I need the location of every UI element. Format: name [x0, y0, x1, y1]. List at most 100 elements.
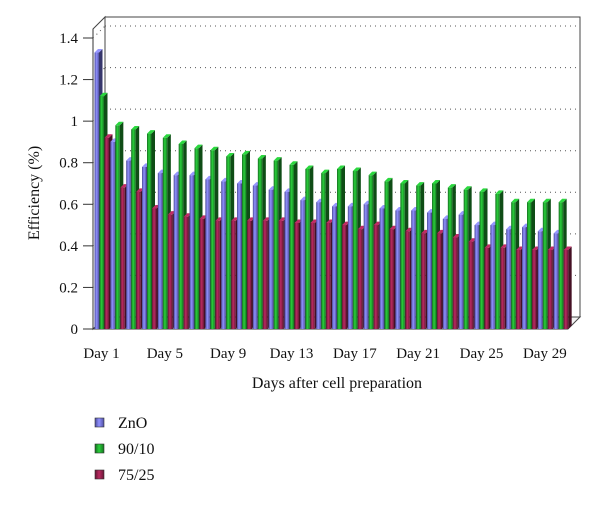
- bar-front: [310, 222, 315, 329]
- bar-top: [400, 180, 409, 184]
- bar-front: [152, 208, 157, 329]
- bar-front: [532, 250, 537, 329]
- bar-front: [347, 206, 353, 329]
- bar-front: [131, 129, 136, 329]
- bar-front: [352, 171, 358, 329]
- bar-top: [147, 130, 155, 134]
- bar-top: [511, 198, 520, 203]
- bar-front: [522, 227, 527, 329]
- bar-top: [226, 152, 235, 157]
- legend-item: ZnO: [94, 415, 147, 432]
- bar-top: [447, 184, 456, 188]
- bar-front: [553, 233, 559, 329]
- x-tick-labels: Day 1 Day 5 Day 9 Day 13 Day 17 Day 21 Day 25 D…: [83, 346, 566, 362]
- bar-top: [210, 146, 219, 151]
- bar-front: [115, 125, 120, 329]
- bar-front: [395, 210, 400, 329]
- bar-front: [231, 220, 236, 329]
- bar-top: [242, 150, 250, 155]
- bar-top: [99, 92, 108, 97]
- bar-top: [527, 198, 535, 203]
- bar-front: [262, 220, 268, 329]
- bar-front: [542, 202, 548, 329]
- x-tick-label: Day 13: [270, 346, 314, 362]
- bar-front: [452, 237, 458, 329]
- bar-top: [352, 167, 361, 172]
- bar-front: [321, 173, 326, 329]
- bar-front: [558, 202, 564, 329]
- legend-item: 75/25: [94, 467, 154, 484]
- bar-front: [189, 175, 194, 329]
- x-axis-title: Days after cell preparation: [252, 375, 422, 392]
- bar-front: [500, 247, 505, 329]
- bar-front: [305, 168, 310, 329]
- bar-front: [157, 173, 163, 329]
- bar-front: [194, 148, 199, 329]
- bar-top: [558, 198, 567, 203]
- x-tick-label: Day 1: [83, 346, 119, 362]
- bar-front: [511, 202, 516, 329]
- bar-front: [278, 220, 284, 329]
- bar-top: [305, 165, 314, 169]
- bar-front: [252, 185, 258, 329]
- bar-front: [437, 233, 442, 329]
- bar-front: [537, 231, 543, 329]
- bar-front: [474, 225, 479, 329]
- bar-front: [173, 175, 179, 329]
- bar-front: [379, 208, 384, 329]
- bar-front: [167, 214, 173, 329]
- bar-top: [273, 157, 282, 161]
- bar-front: [527, 202, 532, 329]
- bar-front: [458, 214, 464, 329]
- bar-front: [247, 220, 252, 329]
- bar-front: [294, 222, 299, 329]
- bar-front: [516, 250, 521, 329]
- bar-front: [400, 183, 405, 329]
- bar-front: [300, 200, 305, 329]
- bar-front: [447, 187, 453, 329]
- bars: [94, 49, 572, 330]
- x-tick-label: Day 17: [333, 346, 377, 362]
- bar-front: [199, 218, 204, 329]
- bar-front: [373, 225, 379, 329]
- bar-front: [215, 220, 220, 329]
- bar-front: [142, 166, 147, 329]
- legend-swatch: [94, 417, 105, 428]
- legend-label: ZnO: [118, 415, 147, 432]
- x-tick-label: Day 9: [210, 346, 246, 362]
- bar-front: [136, 191, 141, 329]
- bar-top: [194, 144, 203, 149]
- bar-front: [547, 250, 553, 329]
- y-tick-label: 0.4: [59, 239, 78, 255]
- bar: [563, 246, 572, 329]
- y-tick-label: 0.2: [59, 280, 78, 296]
- bar-side: [568, 246, 572, 329]
- bar-front: [242, 154, 247, 329]
- y-tick-label: 0.8: [59, 156, 78, 172]
- bar-front: [357, 229, 363, 329]
- y-axis-title: Efficiency (%): [26, 146, 43, 240]
- bar-front: [210, 150, 215, 329]
- bar-top: [368, 171, 377, 176]
- bar-front: [289, 164, 294, 329]
- legend-item: 90/10: [94, 441, 154, 458]
- bar-front: [332, 206, 337, 329]
- bar-top: [463, 186, 472, 190]
- bar-front: [484, 247, 489, 329]
- bar-front: [468, 241, 474, 329]
- bar-front: [363, 204, 369, 329]
- bar-top: [104, 134, 113, 138]
- bar-front: [126, 160, 131, 329]
- x-tick-label: Day 25: [460, 346, 504, 362]
- bar-front: [506, 229, 511, 329]
- bar-front: [205, 179, 210, 329]
- bar-top: [495, 190, 504, 194]
- y-tick-label: 0.6: [59, 197, 78, 213]
- bar-front: [268, 189, 274, 329]
- bar-front: [326, 222, 331, 329]
- bar-front: [337, 168, 342, 329]
- bar-front: [178, 144, 184, 329]
- bar-front: [389, 229, 394, 329]
- bar-front: [384, 181, 389, 329]
